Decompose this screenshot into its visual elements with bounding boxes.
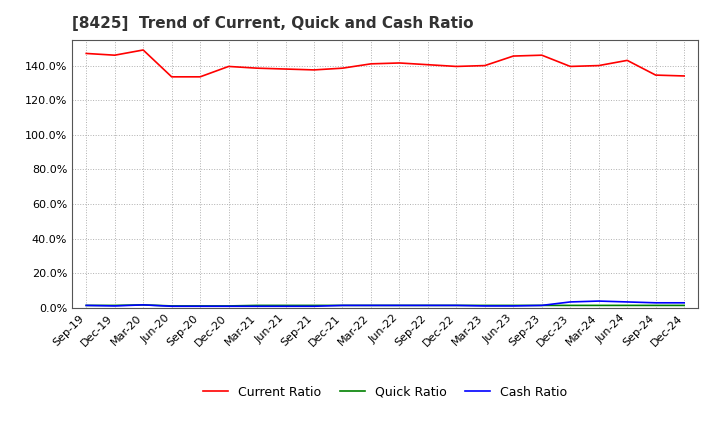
Quick Ratio	[395, 303, 404, 308]
Quick Ratio	[652, 303, 660, 308]
Legend: Current Ratio, Quick Ratio, Cash Ratio: Current Ratio, Quick Ratio, Cash Ratio	[198, 381, 572, 404]
Current Ratio	[537, 52, 546, 58]
Quick Ratio	[310, 303, 318, 308]
Current Ratio	[225, 64, 233, 69]
Current Ratio	[480, 63, 489, 68]
Quick Ratio	[282, 303, 290, 308]
Cash Ratio	[310, 304, 318, 309]
Current Ratio	[595, 63, 603, 68]
Current Ratio	[680, 73, 688, 79]
Quick Ratio	[537, 303, 546, 308]
Quick Ratio	[253, 303, 261, 308]
Cash Ratio	[680, 300, 688, 305]
Cash Ratio	[623, 299, 631, 304]
Line: Cash Ratio: Cash Ratio	[86, 301, 684, 306]
Cash Ratio	[225, 304, 233, 309]
Line: Quick Ratio: Quick Ratio	[86, 305, 684, 306]
Quick Ratio	[509, 303, 518, 308]
Current Ratio	[82, 51, 91, 56]
Current Ratio	[139, 48, 148, 53]
Quick Ratio	[566, 303, 575, 308]
Current Ratio	[509, 53, 518, 59]
Cash Ratio	[282, 304, 290, 309]
Quick Ratio	[595, 303, 603, 308]
Current Ratio	[366, 61, 375, 66]
Cash Ratio	[253, 304, 261, 309]
Current Ratio	[423, 62, 432, 67]
Cash Ratio	[366, 303, 375, 308]
Cash Ratio	[423, 303, 432, 308]
Quick Ratio	[423, 303, 432, 308]
Cash Ratio	[338, 303, 347, 308]
Line: Current Ratio: Current Ratio	[86, 50, 684, 77]
Quick Ratio	[139, 302, 148, 308]
Cash Ratio	[139, 302, 148, 308]
Cash Ratio	[652, 300, 660, 305]
Current Ratio	[623, 58, 631, 63]
Cash Ratio	[167, 304, 176, 309]
Cash Ratio	[566, 299, 575, 304]
Current Ratio	[338, 66, 347, 71]
Cash Ratio	[480, 303, 489, 308]
Quick Ratio	[167, 303, 176, 308]
Quick Ratio	[366, 303, 375, 308]
Quick Ratio	[452, 303, 461, 308]
Cash Ratio	[196, 304, 204, 309]
Current Ratio	[196, 74, 204, 80]
Current Ratio	[566, 64, 575, 69]
Quick Ratio	[82, 303, 91, 308]
Quick Ratio	[225, 303, 233, 308]
Quick Ratio	[110, 303, 119, 308]
Cash Ratio	[395, 303, 404, 308]
Current Ratio	[110, 52, 119, 58]
Cash Ratio	[537, 303, 546, 308]
Cash Ratio	[82, 303, 91, 308]
Current Ratio	[253, 66, 261, 71]
Text: [8425]  Trend of Current, Quick and Cash Ratio: [8425] Trend of Current, Quick and Cash …	[72, 16, 474, 32]
Current Ratio	[652, 73, 660, 78]
Cash Ratio	[110, 303, 119, 308]
Current Ratio	[452, 64, 461, 69]
Quick Ratio	[680, 303, 688, 308]
Quick Ratio	[623, 303, 631, 308]
Quick Ratio	[196, 303, 204, 308]
Cash Ratio	[452, 303, 461, 308]
Current Ratio	[167, 74, 176, 80]
Current Ratio	[310, 67, 318, 73]
Cash Ratio	[509, 303, 518, 308]
Current Ratio	[395, 60, 404, 66]
Cash Ratio	[595, 298, 603, 304]
Quick Ratio	[338, 303, 347, 308]
Quick Ratio	[480, 303, 489, 308]
Current Ratio	[282, 66, 290, 72]
